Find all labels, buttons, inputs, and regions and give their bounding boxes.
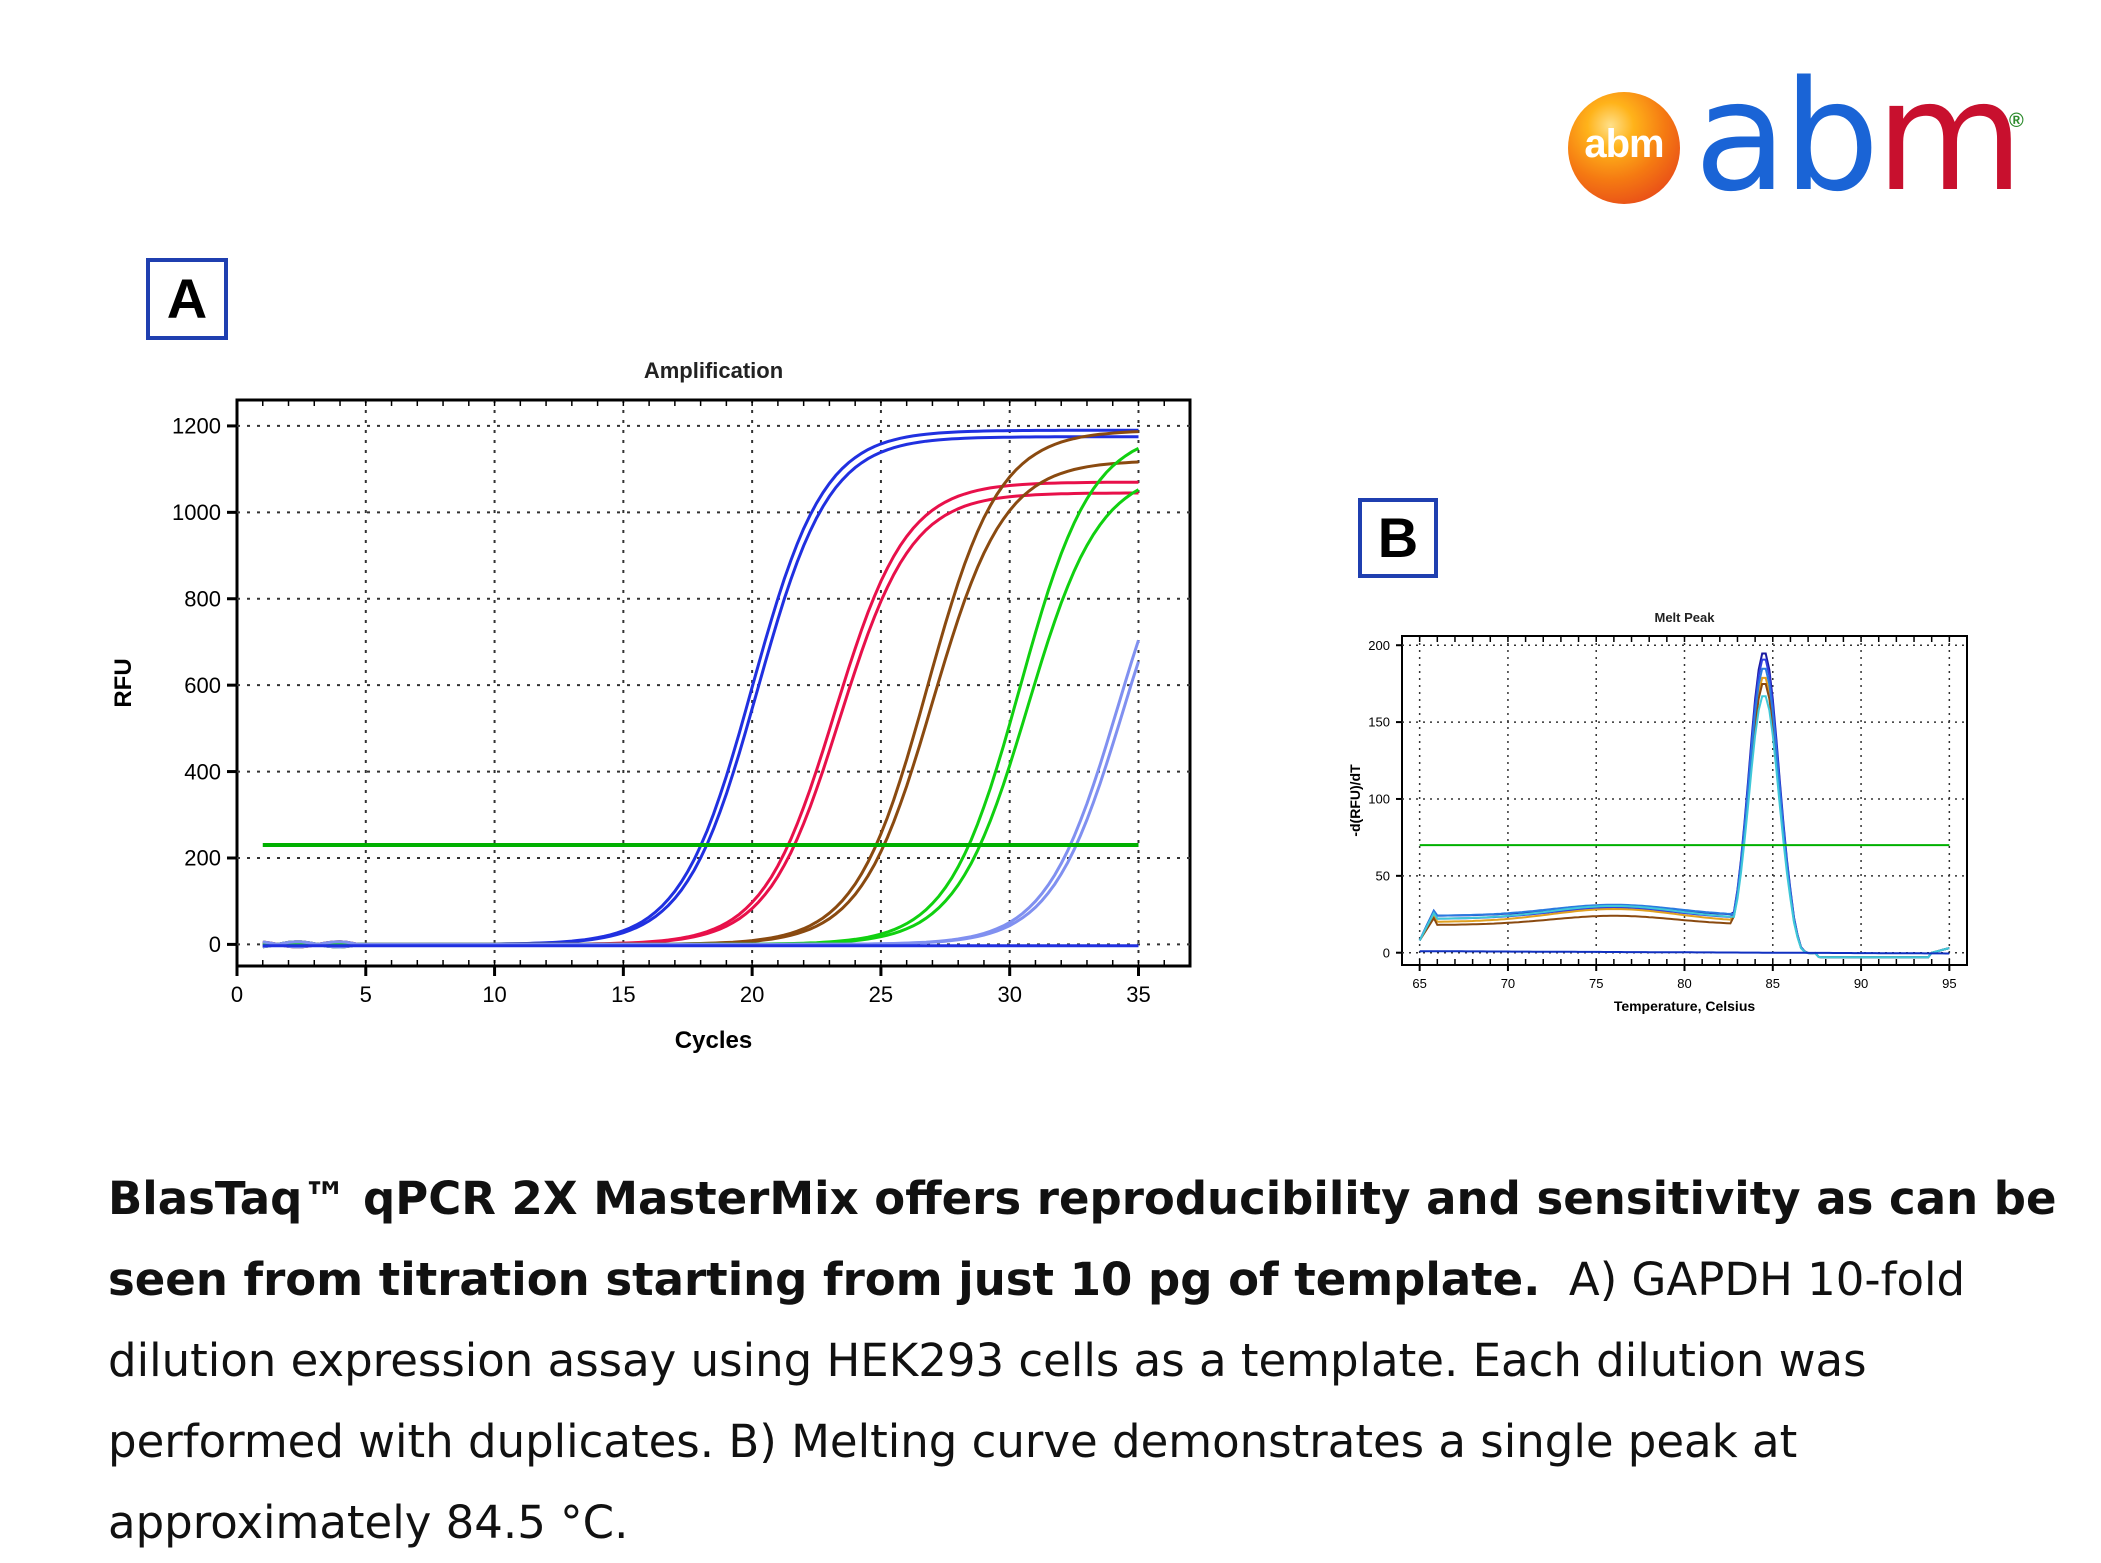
amp-x-tick-label: 30 (997, 982, 1021, 1007)
amp-title: Amplification (644, 358, 783, 383)
amp-series-line (262, 460, 1139, 949)
amp-x-tick-label: 5 (360, 982, 372, 1007)
abm-logo-ball (1568, 92, 1680, 204)
amp-series-line (262, 488, 1140, 946)
panel-label-a: A (146, 258, 228, 340)
amp-y-axis-label: RFU (110, 658, 137, 707)
amp-x-tick-label: 15 (611, 982, 635, 1007)
amp-y-tick-label: 400 (184, 759, 221, 784)
melt-y-axis-label: -d(RFU)/dT (1347, 764, 1363, 837)
amp-x-tick-label: 20 (740, 982, 764, 1007)
melt-x-tick-label: 70 (1501, 976, 1515, 991)
amp-y-tick-label: 0 (209, 932, 221, 957)
abm-logo-wordmark: abm (1694, 48, 2024, 225)
amp-y-tick-label: 200 (184, 846, 221, 871)
melt-y-tick-label: 150 (1368, 715, 1390, 730)
melt-title: Melt Peak (1655, 610, 1716, 625)
amp-x-tick-label: 25 (869, 982, 893, 1007)
amp-series-line (262, 430, 1139, 946)
melt-y-tick-label: 0 (1383, 945, 1390, 960)
caption-body: A) GAPDH 10-fold dilution expression ass… (108, 1253, 1966, 1549)
melt-y-tick-label: 100 (1368, 792, 1390, 807)
amp-series-line (262, 480, 1139, 949)
amp-series-line (262, 639, 1140, 949)
melt-x-tick-label: 65 (1412, 976, 1426, 991)
caption-bold: BlasTaq™ qPCR 2X MasterMix offers reprod… (108, 1172, 2057, 1306)
melt-x-tick-label: 85 (1766, 976, 1780, 991)
melt-series-line (1419, 950, 1950, 955)
amp-y-tick-label: 1000 (172, 500, 221, 525)
melt-y-tick-label: 200 (1368, 638, 1390, 653)
abm-logo: abm abm ® (1568, 52, 2028, 222)
amp-series-line (262, 446, 1140, 949)
melt-x-tick-label: 95 (1942, 976, 1956, 991)
melt-series-line (1418, 695, 1950, 959)
amp-series-line (262, 428, 1139, 949)
amp-series-line (262, 661, 1140, 949)
panel-label-b: B (1358, 498, 1438, 578)
figure-caption: BlasTaq™ qPCR 2X MasterMix offers reprod… (108, 1158, 2058, 1563)
melt-x-tick-label: 75 (1589, 976, 1603, 991)
melt-series-line (1418, 676, 1950, 959)
amp-x-tick-label: 35 (1126, 982, 1150, 1007)
amp-y-tick-label: 600 (184, 673, 221, 698)
amp-x-axis-label: Cycles (675, 1027, 752, 1054)
amp-series-line (262, 491, 1139, 949)
melt-x-tick-label: 90 (1854, 976, 1868, 991)
amp-x-tick-label: 10 (482, 982, 506, 1007)
registered-mark: ® (2009, 110, 2024, 132)
melt-y-tick-label: 50 (1376, 868, 1390, 883)
amp-y-tick-label: 800 (184, 586, 221, 611)
melt-x-tick-label: 80 (1677, 976, 1691, 991)
amp-x-tick-label: 0 (231, 982, 243, 1007)
melt-x-axis-label: Temperature, Celsius (1614, 998, 1756, 1014)
amp-plot-frame (235, 398, 1192, 968)
abm-logo-ball-text: abm (1584, 122, 1664, 166)
amp-y-tick-label: 1200 (172, 414, 221, 439)
